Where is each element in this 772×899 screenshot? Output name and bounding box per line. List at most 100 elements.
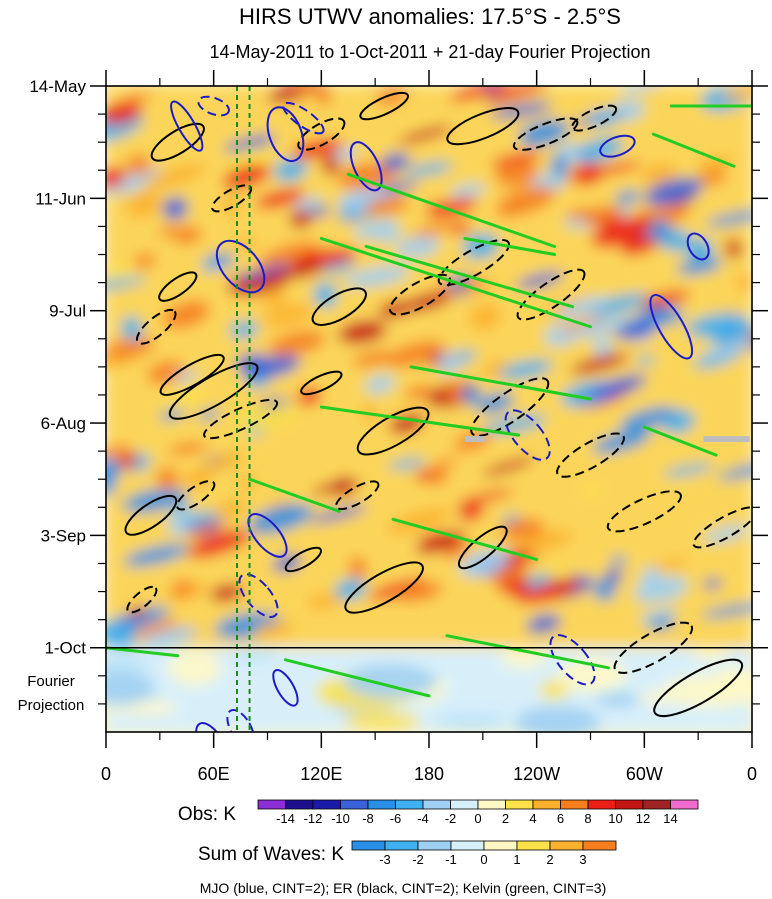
er-contour bbox=[571, 104, 618, 132]
field-blob bbox=[581, 205, 621, 225]
missing-data-mark bbox=[703, 436, 750, 443]
colorbar-label: -12 bbox=[304, 811, 323, 826]
field-blob bbox=[393, 581, 443, 602]
field-blob bbox=[638, 608, 678, 622]
x-tick-label: 120E bbox=[300, 764, 342, 784]
wave-contours bbox=[106, 91, 752, 732]
field-blob bbox=[569, 162, 605, 186]
colorbar-swatch bbox=[642, 799, 671, 810]
field-blob bbox=[222, 195, 240, 217]
field-blob bbox=[222, 164, 271, 189]
field-blob bbox=[702, 336, 752, 359]
y-tick-label: 3-Sep bbox=[41, 526, 86, 545]
y-extra-label-2: Projection bbox=[18, 697, 85, 714]
field-blob bbox=[172, 370, 200, 383]
field-blob bbox=[159, 409, 186, 421]
field-blob bbox=[115, 452, 138, 470]
field-blob bbox=[450, 221, 471, 235]
field-blob bbox=[386, 507, 451, 535]
field-blob bbox=[437, 351, 462, 374]
projection-blob bbox=[343, 711, 421, 731]
field-blob bbox=[106, 101, 143, 125]
kelvin-contour bbox=[651, 132, 736, 168]
field-blob bbox=[364, 374, 395, 394]
field-blob bbox=[514, 578, 581, 604]
field-blob bbox=[106, 457, 122, 482]
projection-blob bbox=[106, 653, 153, 675]
colorbar-label: -1 bbox=[445, 852, 457, 867]
x-axis: 0 60E 120E 180 120W 60W 0 bbox=[101, 70, 757, 784]
field-blob bbox=[427, 468, 448, 486]
colorbar-label: -8 bbox=[362, 811, 374, 826]
field-blob bbox=[615, 320, 657, 341]
colorbar-label: -2 bbox=[445, 811, 457, 826]
field-blob bbox=[293, 196, 323, 211]
field-blob bbox=[314, 86, 332, 106]
field-blob bbox=[646, 616, 676, 631]
field-blob bbox=[490, 102, 553, 119]
colorbar-label: 2 bbox=[546, 852, 553, 867]
colorbar-swatch bbox=[422, 799, 451, 810]
field-blob bbox=[162, 300, 211, 329]
field-blob bbox=[458, 549, 511, 577]
field-blob bbox=[570, 353, 629, 374]
colorbar-swatch bbox=[549, 840, 584, 851]
field-blob bbox=[449, 183, 486, 198]
plot-area bbox=[106, 86, 752, 732]
mjo-contour bbox=[599, 134, 636, 158]
colorbar-label: -4 bbox=[417, 811, 429, 826]
y-tick-label: 11-Jun bbox=[35, 189, 86, 208]
field-blob bbox=[663, 463, 714, 477]
projection-blob bbox=[558, 657, 627, 692]
footer-note: MJO (blue, CINT=2); ER (black, CINT=2); … bbox=[200, 880, 607, 896]
colorbar-label: 6 bbox=[557, 811, 564, 826]
er-contour bbox=[556, 432, 625, 478]
field-blob bbox=[516, 529, 573, 553]
field-blob bbox=[106, 444, 132, 459]
colorbar-swatch bbox=[505, 799, 534, 810]
projection-blob bbox=[167, 650, 221, 686]
field-blob bbox=[126, 154, 151, 176]
field-blob bbox=[701, 603, 752, 618]
er-contour bbox=[512, 117, 579, 151]
field-blob bbox=[168, 442, 208, 456]
field-blob bbox=[555, 296, 609, 319]
field-blob bbox=[143, 164, 207, 189]
field-blob bbox=[587, 293, 650, 316]
field-blob bbox=[498, 359, 553, 380]
colorbar-swatch bbox=[417, 840, 452, 851]
field-blob bbox=[128, 606, 146, 618]
x-tick-label: 180 bbox=[414, 764, 444, 784]
field-blob bbox=[636, 355, 655, 365]
field-blob bbox=[703, 524, 750, 543]
field-blob bbox=[708, 317, 752, 345]
y-tick-label: 6-Aug bbox=[41, 414, 86, 433]
colorbar-swatch bbox=[340, 799, 369, 810]
mjo-contour bbox=[247, 513, 288, 558]
field-blob bbox=[581, 485, 601, 496]
er-contour bbox=[344, 561, 424, 614]
field-blob bbox=[229, 321, 259, 339]
er-contour bbox=[297, 117, 346, 151]
field-blob bbox=[620, 236, 658, 256]
field-blob bbox=[610, 555, 628, 565]
er-contour bbox=[692, 506, 752, 549]
field-blob bbox=[106, 167, 127, 189]
projection-blob bbox=[434, 711, 508, 730]
er-contour bbox=[613, 621, 694, 674]
colorbar-swatch bbox=[450, 840, 485, 851]
field-blob bbox=[106, 168, 166, 195]
mjo-contour bbox=[686, 232, 710, 261]
colorbar-swatch bbox=[257, 799, 286, 810]
field-blob bbox=[286, 260, 325, 279]
field-blob bbox=[379, 153, 411, 172]
colorbar-label: 4 bbox=[529, 811, 536, 826]
mjo-contour bbox=[195, 722, 233, 732]
kelvin-contour bbox=[283, 658, 431, 698]
field-blob bbox=[338, 320, 387, 344]
colorbar-swatch bbox=[670, 799, 699, 810]
field-blob bbox=[268, 330, 326, 356]
mjo-contour bbox=[226, 708, 255, 732]
field-blob bbox=[736, 271, 752, 294]
